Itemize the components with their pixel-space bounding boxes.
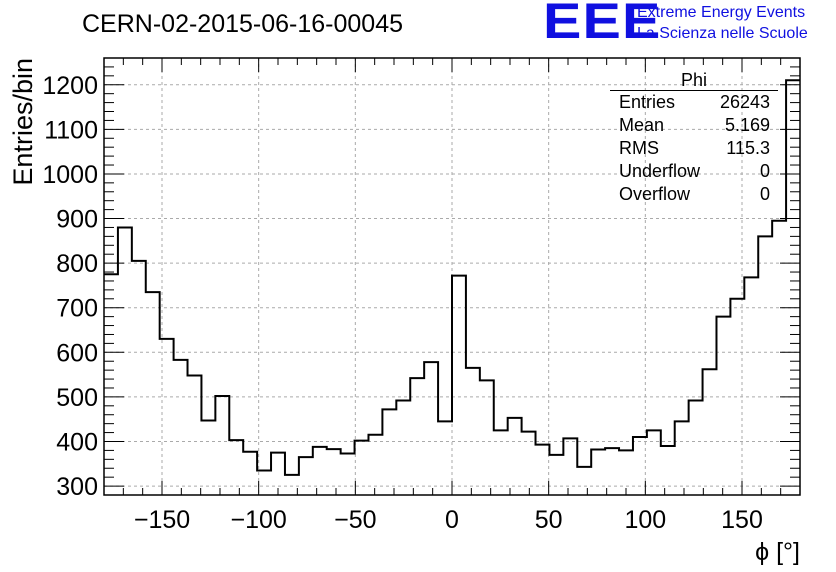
histogram-step-line (104, 79, 800, 476)
x-tick-label: −50 (334, 506, 376, 534)
eee-logo: EEE (543, 0, 662, 49)
x-tick-label: −150 (134, 506, 190, 534)
x-tick-label: 100 (624, 506, 666, 534)
y-tick-label: 1000 (42, 161, 98, 189)
stats-label: Overflow (619, 184, 691, 204)
stats-value: 5.169 (724, 115, 770, 135)
stats-row-overflow: Overflow 0 (610, 183, 778, 206)
stats-row-entries: Entries 26243 (610, 91, 778, 114)
stats-value: 26243 (719, 92, 770, 112)
x-axis-label: ϕ [°] (755, 538, 800, 566)
stats-value: 0 (759, 184, 770, 204)
y-tick-label: 800 (56, 250, 98, 278)
x-tick-label: −100 (231, 506, 287, 534)
stats-row-mean: Mean 5.169 (610, 114, 778, 137)
stats-label: Mean (619, 115, 665, 135)
y-tick-label: 600 (56, 339, 98, 367)
x-tick-label: 0 (445, 506, 459, 534)
stats-row-rms: RMS 115.3 (610, 137, 778, 160)
stats-value: 115.3 (726, 138, 770, 158)
stats-title: Phi (610, 70, 778, 91)
x-tick-labels: −150 −100 −50 0 50 100 150 (134, 506, 763, 534)
stats-label: Entries (619, 92, 676, 112)
y-tick-label: 1100 (44, 116, 98, 144)
axis-ticks (103, 57, 801, 496)
run-title: CERN-02-2015-06-16-00045 (82, 10, 404, 38)
stats-label: Underflow (619, 161, 701, 181)
y-tick-label: 700 (56, 295, 98, 323)
logo-line-2: La Scienza nelle Scuole (637, 25, 808, 42)
stats-row-underflow: Underflow 0 (610, 160, 778, 183)
stats-value: 0 (759, 161, 770, 181)
logo-line-1: Extreme Energy Events (637, 4, 806, 21)
y-axis-label: Entries/bin (8, 58, 38, 186)
stats-label: RMS (619, 138, 659, 158)
y-tick-labels: 300 400 500 600 700 800 900 1000 1100 1200 (42, 72, 98, 501)
y-tick-label: 900 (56, 206, 98, 234)
x-tick-label: 50 (535, 506, 563, 534)
y-tick-label: 1200 (42, 72, 98, 100)
y-tick-label: 300 (56, 473, 98, 501)
y-tick-label: 400 (56, 428, 98, 456)
y-tick-label: 500 (56, 384, 98, 412)
x-tick-label: 150 (721, 506, 763, 534)
stats-box: Phi Entries 26243 Mean 5.169 RMS 115.3 U… (610, 70, 778, 206)
